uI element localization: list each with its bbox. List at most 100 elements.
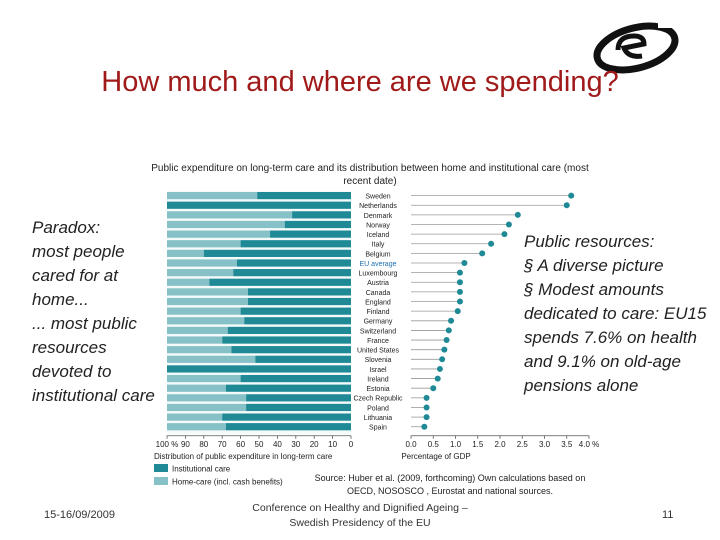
homecare-bar-united-states — [167, 346, 232, 354]
country-label-czech-republic: Czech Republic — [353, 396, 403, 403]
country-label-switzerland: Switzerland — [360, 328, 396, 335]
homecare-bar-iceland — [167, 230, 271, 238]
country-label-sweden: Sweden — [365, 194, 390, 201]
gdp-dot-switzerland — [445, 327, 452, 334]
institutional-bar-united-states — [231, 346, 351, 354]
gdp-dot-czech-republic — [423, 394, 430, 401]
left-axis-tick-label: 90 — [181, 440, 190, 449]
right-axis-tick-label: 0.0 — [405, 440, 417, 449]
institutional-bar-spain — [225, 423, 351, 431]
institutional-bar-england — [247, 297, 351, 306]
gdp-dot-denmark — [514, 211, 521, 218]
country-label-germany: Germany — [364, 319, 393, 326]
gdp-dot-canada — [456, 288, 463, 295]
right-axis-tick-label: 1.0 — [450, 440, 462, 449]
gdp-dot-germany — [448, 317, 455, 324]
homecare-bar-belgium — [167, 249, 204, 257]
institutional-bar-austria — [209, 278, 351, 286]
homecare-bar-germany — [167, 317, 245, 325]
country-label-netherlands: Netherlands — [359, 203, 397, 210]
left-axis-tick-label: 30 — [291, 440, 300, 449]
country-label-united-states: United States — [357, 348, 400, 355]
homecare-bar-slovenia — [167, 355, 256, 363]
country-label-poland: Poland — [367, 405, 389, 412]
gdp-dot-iceland — [501, 231, 508, 238]
institutional-bar-luxembourg — [233, 269, 351, 277]
legend-swatch-home-care-incl-cash-benefits- — [154, 477, 168, 485]
country-label-estonia: Estonia — [366, 386, 389, 393]
gdp-dot-italy — [488, 240, 495, 247]
left-axis-label: Distribution of public expenditure in lo… — [154, 452, 333, 461]
left-axis-tick-label: 20 — [310, 440, 319, 449]
homecare-bar-sweden — [167, 192, 258, 200]
institutional-bar-iceland — [270, 230, 351, 238]
resources-heading: Public resources: — [524, 232, 655, 251]
right-axis-tick-label: 0.5 — [428, 440, 440, 449]
homecare-bar-denmark — [167, 211, 293, 219]
homecare-bar-ireland — [167, 374, 241, 383]
institutional-bar-lithuania — [222, 413, 351, 421]
institutional-bar-belgium — [203, 249, 351, 257]
gdp-dot-poland — [423, 404, 430, 411]
gdp-dot-england — [456, 298, 463, 305]
gdp-dot-lithuania — [423, 414, 430, 421]
homecare-bar-england — [167, 297, 248, 306]
paradox-text: Paradox: most people cared for at home..… — [32, 218, 155, 405]
resources-bullet-1: § A diverse picture — [524, 256, 664, 275]
footer-date: 15-16/09/2009 — [44, 509, 115, 521]
country-label-eu-average: EU average — [360, 261, 397, 268]
chart-title: Public expenditure on long-term care and… — [151, 163, 589, 187]
gdp-dot-netherlands — [563, 202, 570, 209]
country-label-france: France — [367, 338, 389, 345]
country-label-austria: Austria — [367, 280, 389, 287]
institutional-bar-estonia — [225, 384, 351, 392]
homecare-bar-estonia — [167, 384, 226, 392]
right-axis-tick-label: 1.5 — [472, 440, 484, 449]
institutional-bar-germany — [244, 317, 351, 325]
public-resources-text: Public resources: § A diverse picture § … — [524, 230, 710, 398]
homecare-bar-italy — [167, 240, 241, 248]
homecare-bar-austria — [167, 278, 210, 286]
gdp-dot-belgium — [479, 250, 486, 257]
left-axis-tick-label: 60 — [236, 440, 245, 449]
institutional-bar-czech-republic — [246, 394, 351, 402]
homecare-bar-norway — [167, 220, 285, 229]
right-axis-tick-label: 2.5 — [517, 440, 529, 449]
country-label-canada: Canada — [366, 290, 391, 297]
country-label-lithuania: Lithuania — [364, 415, 393, 422]
institutional-bar-sweden — [257, 192, 351, 200]
institutional-bar-finland — [240, 307, 351, 315]
homecare-bar-switzerland — [167, 326, 228, 335]
institutional-bar-israel — [167, 365, 351, 373]
country-label-italy: Italy — [372, 242, 385, 249]
right-axis-tick-label: 2.0 — [494, 440, 506, 449]
left-axis-tick-label: 80 — [199, 440, 208, 449]
right-axis-tick-label: 3.0 — [539, 440, 551, 449]
left-axis-tick-label: 70 — [218, 440, 227, 449]
homecare-bar-spain — [167, 423, 226, 431]
country-label-ireland: Ireland — [367, 376, 389, 383]
right-axis-tick-label: 4.0 % — [579, 440, 599, 449]
country-label-israel: Israel — [369, 367, 387, 374]
institutional-bar-slovenia — [255, 355, 351, 363]
gdp-dot-israel — [436, 365, 443, 372]
country-label-england: England — [365, 299, 391, 306]
homecare-bar-finland — [167, 307, 241, 315]
gdp-dot-norway — [505, 221, 512, 228]
homecare-bar-france — [167, 336, 223, 344]
country-label-finland: Finland — [367, 309, 390, 316]
homecare-bar-poland — [167, 403, 247, 412]
legend-label-institutional-care: Institutional care — [172, 465, 231, 474]
resources-bullet-2: § Modest amounts dedicated to care: EU15… — [524, 280, 707, 395]
legend-swatch-institutional-care — [154, 464, 168, 472]
country-label-luxembourg: Luxembourg — [359, 271, 398, 278]
institutional-bar-france — [222, 336, 351, 344]
institutional-bar-poland — [246, 403, 351, 412]
institutional-bar-denmark — [292, 211, 351, 219]
homecare-bar-luxembourg — [167, 269, 234, 277]
institutional-bar-switzerland — [227, 326, 351, 335]
left-axis-tick-label: 50 — [255, 440, 264, 449]
gdp-dot-united-states — [441, 346, 448, 353]
left-axis-tick-label: 10 — [328, 440, 337, 449]
gdp-dot-france — [443, 337, 450, 344]
